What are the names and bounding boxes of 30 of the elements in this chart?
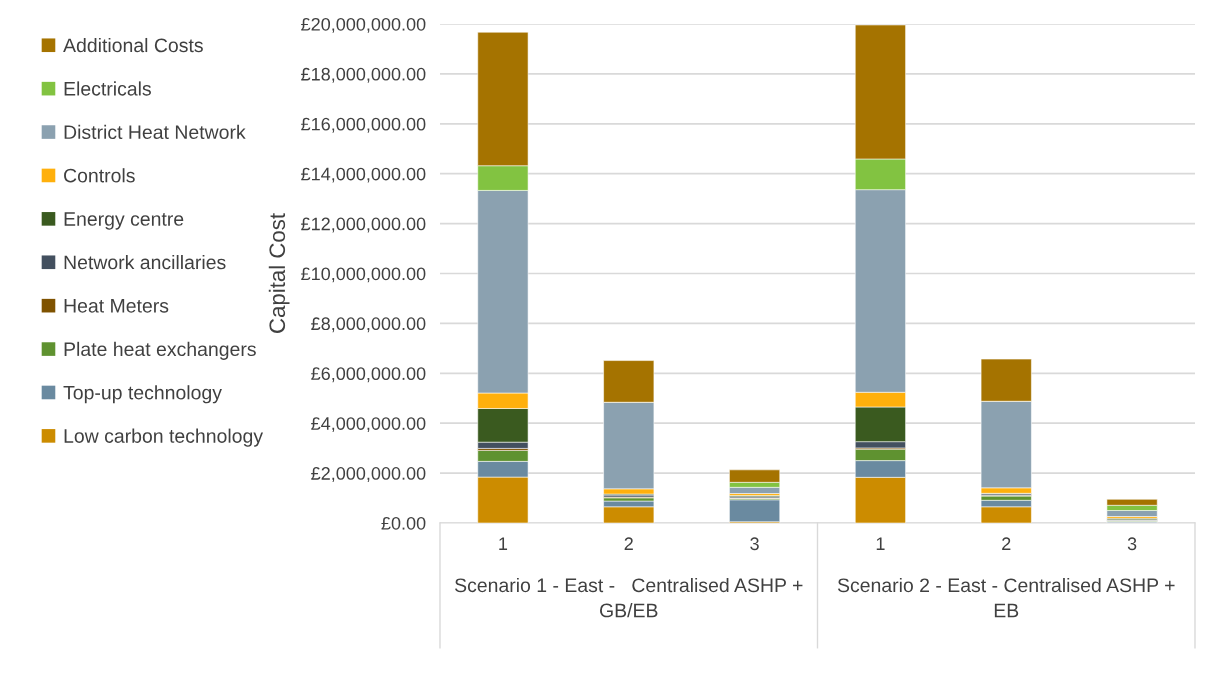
legend-label: Electricals [64,81,151,96]
text: Scenario 2 - East - Centralised ASHP + EB [837,577,1175,618]
y-tick-label: £20,000,000.00 [301,17,426,33]
y-tick-label: £2,000,000.00 [311,467,426,482]
legend-label: Heat Meters [64,299,169,313]
x-tick-label: 3 [750,537,759,551]
y-axis-title: Capital Cost [268,213,290,333]
y-tick-label: £12,000,000.00 [301,217,426,233]
legend-label: Top-up technology [63,385,222,404]
x-tick-label: 2 [1002,537,1011,550]
y-tick-label: £14,000,000.00 [301,167,426,183]
y-tick-label: £0.00 [381,516,426,530]
y-tick-label: £4,000,000.00 [311,417,426,433]
y-tick-label: £6,000,000.00 [311,367,426,383]
text: Scenario 1 - East - Centralised ASHP + GB/EB [455,577,803,618]
legend-label: Energy centre [64,212,184,230]
y-tick-label: £8,000,000.00 [311,317,426,333]
x-tick-label: 3 [1127,537,1137,551]
legend-label: Additional Costs [63,37,203,53]
legend-label: Network ancillaries [64,254,226,270]
x-tick-label: 1 [876,537,885,550]
y-tick-label: £16,000,000.00 [301,117,426,133]
x-tick-label: 1 [499,537,508,550]
legend-label: Controls [64,168,135,183]
y-tick-label: £18,000,000.00 [301,67,426,83]
legend-label: District Heat Network [64,124,246,140]
legend-label: Plate heat exchangers [64,341,256,360]
x-tick-label: 2 [624,537,633,550]
y-tick-label: £10,000,000.00 [301,267,426,283]
legend-label: Low carbon technology [64,428,264,447]
